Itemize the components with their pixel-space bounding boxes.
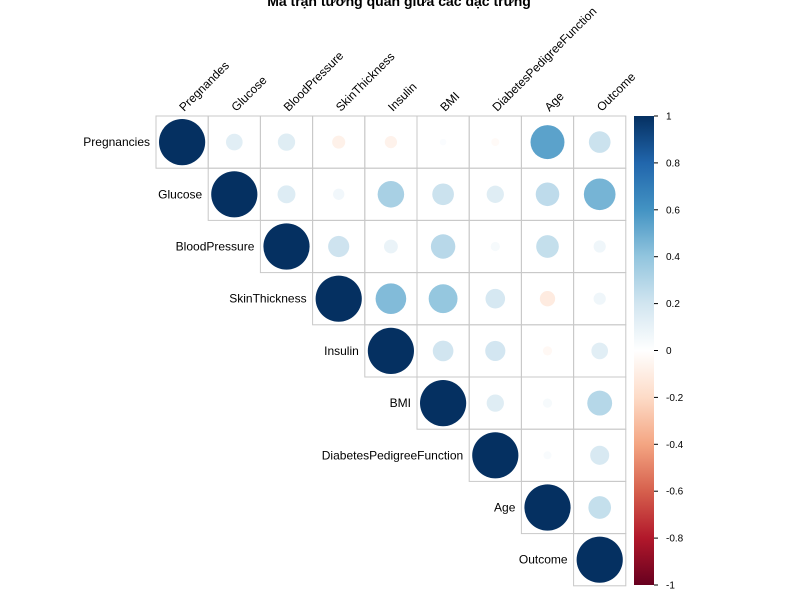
corr-circle-BloodPressure-BMI (430, 234, 456, 259)
circles (159, 119, 623, 583)
color-legend-label: 1 (666, 112, 672, 123)
corr-circle-BloodPressure-BloodPressure (263, 223, 310, 270)
col-label-DiabetesPedigreeFunction: DiabetesPedigreeFunction (490, 4, 600, 114)
corr-circle-Pregnancies-Insulin (384, 135, 398, 149)
corr-circle-Pregnancies-BloodPressure (277, 133, 296, 151)
corr-circle-Insulin-BMI (432, 340, 454, 362)
corr-circle-BloodPressure-Outcome (593, 240, 606, 253)
row-label-BMI: BMI (390, 396, 411, 410)
corr-circle-Insulin-Outcome (591, 342, 609, 360)
corr-circle-DiabetesPedigreeFunction-Outcome (590, 445, 610, 465)
corr-circle-BMI-DiabetesPedigreeFunction (486, 394, 504, 412)
corr-circle-Pregnancies-SkinThickness (332, 135, 346, 149)
corr-circle-Glucose-SkinThickness (333, 188, 345, 200)
grid (155, 115, 627, 587)
corr-circle-BloodPressure-Insulin (383, 239, 398, 254)
corr-circle-Glucose-Insulin (377, 181, 405, 208)
corr-circle-DiabetesPedigreeFunction-DiabetesPedigreeFunction (472, 432, 519, 479)
corr-circle-Glucose-Glucose (211, 171, 258, 218)
color-legend-label: -0.4 (666, 440, 684, 451)
corr-circle-Age-Age (524, 484, 571, 531)
row-label-Glucose: Glucose (158, 187, 202, 201)
grid-cell (573, 533, 627, 587)
corr-circle-DiabetesPedigreeFunction-Age (543, 451, 552, 460)
corr-circle-BloodPressure-DiabetesPedigreeFunction (490, 241, 500, 252)
color-legend-ticks: 1 0.8 0.6 0.4 0.2 0 -0.2 -0.4 -0.6 -0.8 -1 (654, 112, 684, 592)
corr-circle-Insulin-Insulin (367, 327, 414, 374)
corr-circle-Pregnancies-Glucose (225, 133, 243, 151)
row-labels: Pregnancies Glucose BloodPressure SkinThick… (83, 135, 568, 567)
corr-circle-Pregnancies-Pregnancies (159, 119, 206, 166)
corr-circle-SkinThickness-Age (539, 291, 556, 307)
color-legend-label: 0.6 (666, 205, 680, 216)
row-label-Age: Age (494, 501, 516, 515)
color-legend-label: 0 (666, 346, 672, 357)
corr-circle-Glucose-Age (535, 182, 560, 207)
corr-circle-Pregnancies-BMI (439, 138, 447, 146)
col-label-Outcome: Outcome (594, 70, 639, 115)
corr-circle-BMI-BMI (420, 380, 467, 427)
corr-circle-SkinThickness-DiabetesPedigreeFunction (485, 288, 506, 309)
row-label-Outcome: Outcome (519, 553, 568, 567)
row-label-Insulin: Insulin (324, 344, 359, 358)
col-label-Pregnandes: Pregnandes (176, 58, 232, 114)
corr-circle-Outcome-Outcome (576, 536, 623, 583)
corr-circle-Insulin-Age (542, 346, 553, 356)
row-label-Pregnancies: Pregnancies (83, 135, 150, 149)
row-label-BloodPressure: BloodPressure (176, 240, 255, 254)
color-legend-label: -0.2 (666, 393, 684, 404)
corr-circle-BMI-Outcome (587, 390, 613, 416)
corr-circle-Pregnancies-DiabetesPedigreeFunction (491, 138, 500, 147)
corr-circle-Insulin-DiabetesPedigreeFunction (485, 340, 506, 361)
corr-circle-SkinThickness-SkinThickness (315, 275, 362, 322)
color-legend-label: -0.6 (666, 487, 684, 498)
corr-circle-Age-Outcome (588, 496, 612, 519)
row-label-DiabetesPedigreeFunction: DiabetesPedigreeFunction (322, 448, 463, 462)
color-legend-label: 0.8 (666, 158, 680, 169)
color-legend: 1 0.8 0.6 0.4 0.2 0 -0.2 -0.4 -0.6 -0.8 -1 (634, 112, 684, 592)
col-label-Glucose: Glucose (229, 73, 270, 114)
corr-circle-BloodPressure-Age (536, 235, 559, 258)
corr-circle-Pregnancies-Outcome (588, 131, 611, 153)
chart-title: Ma trận tương quan giữa các đặc trưng (267, 0, 531, 9)
corr-circle-Glucose-BMI (432, 183, 454, 206)
corr-circle-Pregnancies-Age (530, 125, 565, 160)
corr-circle-BMI-Age (542, 398, 553, 408)
color-legend-label: -0.8 (666, 534, 684, 545)
corr-circle-Glucose-Outcome (583, 178, 616, 211)
color-legend-label: 0.2 (666, 299, 680, 310)
corr-circle-SkinThickness-Insulin (375, 283, 407, 315)
corr-circle-Glucose-DiabetesPedigreeFunction (486, 185, 504, 203)
corr-circle-SkinThickness-BMI (428, 284, 458, 314)
row-label-SkinThickness: SkinThickness (229, 292, 306, 306)
corr-circle-Glucose-BloodPressure (277, 185, 296, 204)
color-legend-bar (634, 116, 654, 585)
col-label-Age: Age (542, 89, 567, 114)
col-label-BMI: BMI (437, 89, 462, 114)
corr-circle-SkinThickness-Outcome (593, 292, 606, 305)
color-legend-label: -1 (666, 581, 675, 592)
col-label-Insulin: Insulin (385, 80, 419, 114)
corr-circle-BloodPressure-SkinThickness (328, 235, 350, 258)
color-legend-label: 0.4 (666, 252, 680, 263)
